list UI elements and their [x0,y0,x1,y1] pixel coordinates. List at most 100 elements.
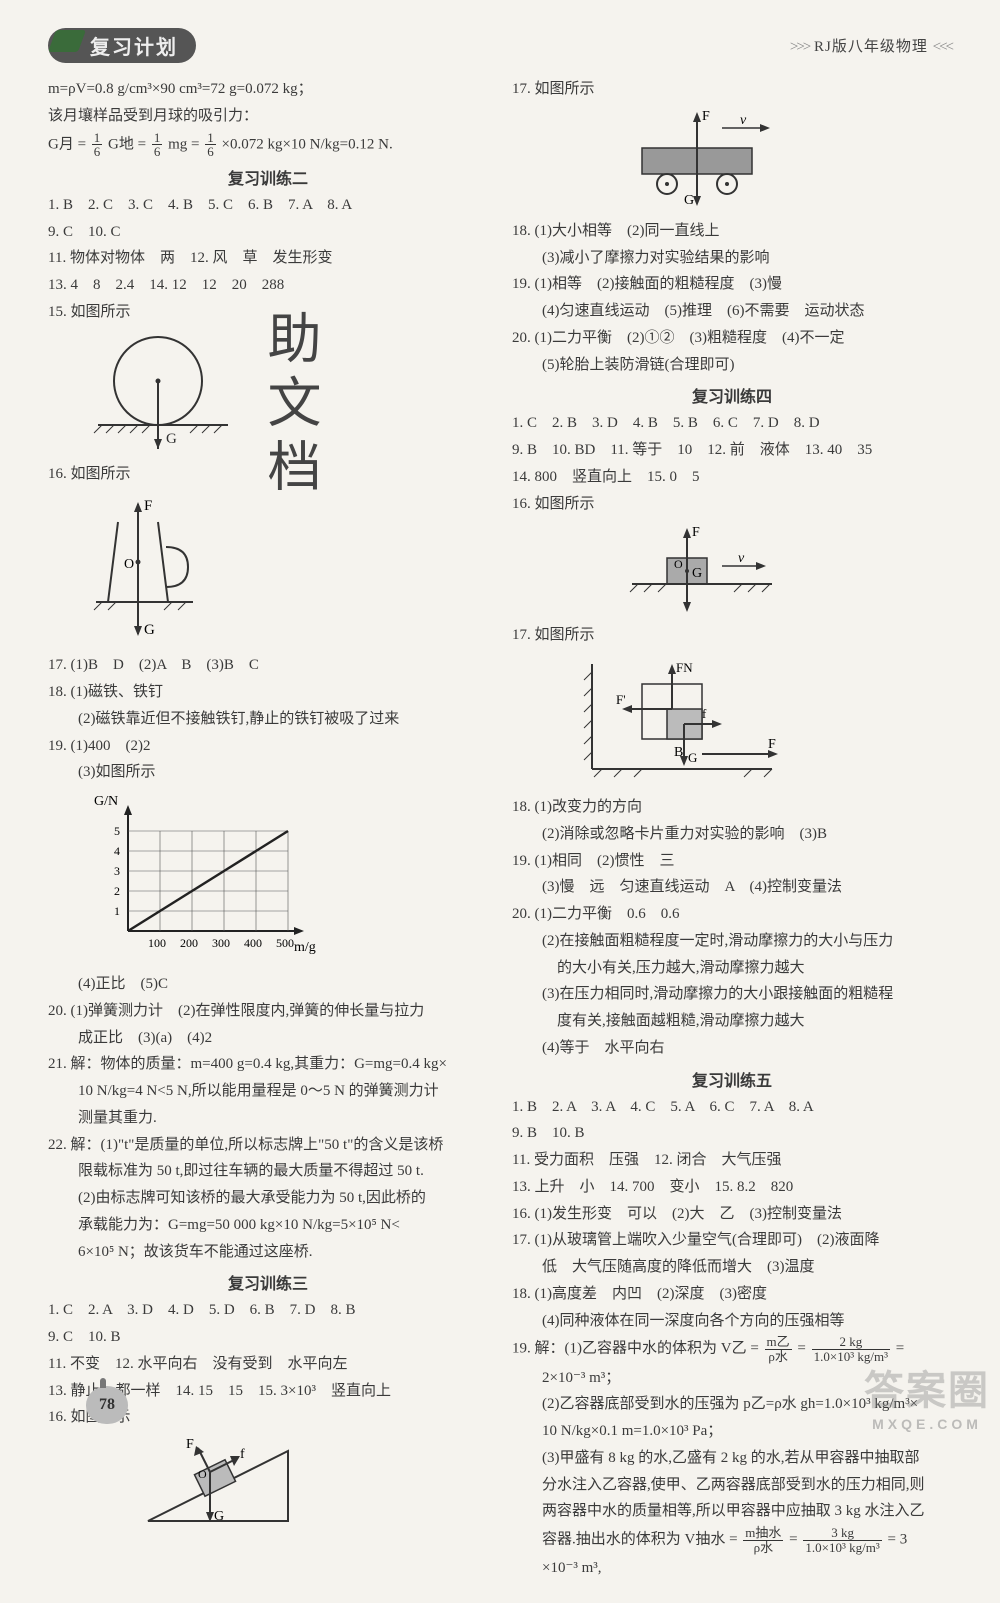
answer-line: 9. C 10. C [48,220,488,245]
figure-16-block: O F G v [612,522,952,617]
answer-line: (3)慢 远 匀速直线运动 A (4)控制变量法 [512,875,952,900]
fraction: m乙ρ水 [765,1335,792,1363]
answer-line: 1. C 2. A 3. D 4. D 5. D 6. B 7. D 8. B [48,1298,488,1323]
figure-16: O F G [88,492,488,647]
answer-line: 的大小有关,压力越大,滑动摩擦力越大 [512,956,952,981]
svg-text:500: 500 [276,936,294,950]
answer-line: 18. (1)磁铁、铁钉 [48,680,488,705]
svg-text:f: f [702,706,707,721]
answer-line: (5)轮胎上装防滑链(合理即可) [512,353,952,378]
answer-line: (2)在接触面粗糙程度一定时,滑动摩擦力的大小与压力 [512,929,952,954]
answer-line: (3)甲盛有 8 kg 的水,乙盛有 2 kg 的水,若从甲容器中抽取部 [512,1446,952,1471]
page-header: 复习计划 >>> RJ版八年级物理 <<< [48,28,952,63]
svg-text:m/g: m/g [294,940,316,955]
answer-line: 9. C 10. B [48,1325,488,1350]
answer-line: 17. 如图所示 [512,77,952,102]
answer-line: 13. 4 8 2.4 14. 12 12 20 288 [48,273,488,298]
svg-text:F': F' [616,692,626,707]
answer-line: 成正比 (3)(a) (4)2 [48,1026,488,1051]
answer-line: (2)由标志牌可知该桥的最大承受能力为 50 t,因此桥的 [48,1186,488,1211]
answer-line: 18. (1)改变力的方向 [512,795,952,820]
fraction: 3 kg1.0×10³ kg/m³ [803,1526,881,1554]
watermark-small: MXQE.COM [864,1416,990,1432]
svg-text:G: G [166,431,177,447]
answer-line: 6×10⁵ N；故该货车不能通过这座桥. [48,1240,488,1265]
answer-line: 19. (1)400 (2)2 [48,734,488,759]
watermark-big: 答案圈 [864,1369,990,1413]
answer-line: 21. 解：物体的质量：m=400 g=0.4 kg,其重力：G=mg=0.4 … [48,1052,488,1077]
answer-line: 11. 不变 12. 水平向右 没有受到 水平向左 [48,1352,488,1377]
answer-line: 15. 如图所示 [48,300,488,325]
svg-text:100: 100 [148,936,166,950]
answer-line: 16. 如图所示 [512,492,952,517]
answer-line: 17. (1)从玻璃管上端吹入少量空气(合理即可) (2)液面降 [512,1228,952,1253]
equation-line: 容器.抽出水的体积为 V抽水 = m抽水ρ水 = 3 kg1.0×10³ kg/… [512,1526,952,1554]
svg-text:4: 4 [114,844,120,858]
eq-part: 容器.抽出水的体积为 V抽水 = [512,1532,738,1548]
svg-text:200: 200 [180,936,198,950]
figure-17-cart: F G v [612,108,952,213]
svg-text:O: O [674,557,683,571]
page: 复习计划 >>> RJ版八年级物理 <<< m=ρV=0.8 g/cm³×90 … [0,0,1000,1603]
line-chart: G/N m/g [88,791,328,961]
answer-line: 低 大气压随高度的降低而增大 (3)温度 [512,1255,952,1280]
svg-text:F: F [702,109,710,124]
answer-line: 1. B 2. A 3. A 4. C 5. A 6. C 7. A 8. A [512,1095,952,1120]
eq-part: = [896,1341,904,1357]
figure-17-wall: B FN F' f G F [572,654,952,789]
answer-line: 10 N/kg=4 N<5 N,所以能用量程是 0～5 N 的弹簧测力计 [48,1079,488,1104]
answer-line: 11. 受力面积 压强 12. 闭合 大气压强 [512,1148,952,1173]
answer-line: 17. 如图所示 [512,623,952,648]
answer-line: (3)减小了摩擦力对实验结果的影响 [512,246,952,271]
eq-part: ×0.072 kg×10 N/kg=0.12 N. [221,136,392,152]
answer-line: 20. (1)二力平衡 0.6 0.6 [512,902,952,927]
svg-text:FN: FN [676,660,693,675]
svg-text:f: f [240,1447,245,1462]
watermark: 答案圈 MXQE.COM [864,1358,990,1432]
fraction: 16 [92,131,103,159]
left-column: m=ρV=0.8 g/cm³×90 cm³=72 g=0.072 kg； 该月壤… [48,77,488,1583]
answer-line: 1. B 2. C 3. C 4. B 5. C 6. B 7. A 8. A [48,193,488,218]
wall-block-diagram: B FN F' f G F [572,654,802,784]
eq-part: G地 = [108,136,146,152]
svg-text:5: 5 [114,824,120,838]
svg-text:400: 400 [244,936,262,950]
fraction: m抽水ρ水 [743,1526,783,1554]
section-title: 复习训练四 [512,383,952,407]
svg-text:v: v [740,113,747,128]
section-title: 复习训练二 [48,165,488,189]
figure-19-chart: G/N m/g [88,791,488,966]
svg-text:G: G [214,1509,224,1524]
answer-line: 9. B 10. BD 11. 等于 10 12. 前 液体 13. 40 35 [512,438,952,463]
answer-line: 9. B 10. B [512,1121,952,1146]
section-title: 复习训练五 [512,1067,952,1091]
answer-line: (4)同种液体在同一深度向各个方向的压强相等 [512,1309,952,1334]
section-title: 复习训练三 [48,1270,488,1294]
answer-line: (2)消除或忽略卡片重力对实验的影响 (3)B [512,822,952,847]
edition-label: RJ版八年级物理 [814,39,928,55]
answer-line: (3)如图所示 [48,760,488,785]
svg-text:O: O [198,1467,207,1481]
answer-line: (3)在压力相同时,滑动摩擦力的大小跟接触面的粗糙程 [512,982,952,1007]
cart-diagram: F G v [612,108,792,208]
fraction: 16 [205,131,216,159]
header-title-left: 复习计划 [48,28,196,63]
svg-text:F: F [186,1437,194,1452]
svg-text:O: O [124,557,134,572]
answer-line: 11. 物体对物体 两 12. 风 草 发生形变 [48,246,488,271]
answer-line: 20. (1)弹簧测力计 (2)在弹性限度内,弹簧的伸长量与拉力 [48,999,488,1024]
text-line: 该月壤样品受到月球的吸引力： [48,104,488,129]
svg-text:1: 1 [114,904,120,918]
answer-line: 14. 800 竖直向上 15. 0 5 [512,465,952,490]
answer-line: 17. (1)B D (2)A B (3)B C [48,653,488,678]
cup-diagram: O F G [88,492,218,642]
eq-part: = [797,1341,809,1357]
svg-text:F: F [144,498,152,514]
answer-line: (4)正比 (5)C [48,972,488,997]
figure-16-incline: F f G O [128,1436,488,1541]
svg-text:F: F [692,525,700,540]
incline-diagram: F f G O [128,1436,308,1536]
text-line: m=ρV=0.8 g/cm³×90 cm³=72 g=0.072 kg； [48,77,488,102]
answer-line: 20. (1)二力平衡 (2)①② (3)粗糙程度 (4)不一定 [512,326,952,351]
answer-line: 1. C 2. B 3. D 4. B 5. B 6. C 7. D 8. D [512,411,952,436]
